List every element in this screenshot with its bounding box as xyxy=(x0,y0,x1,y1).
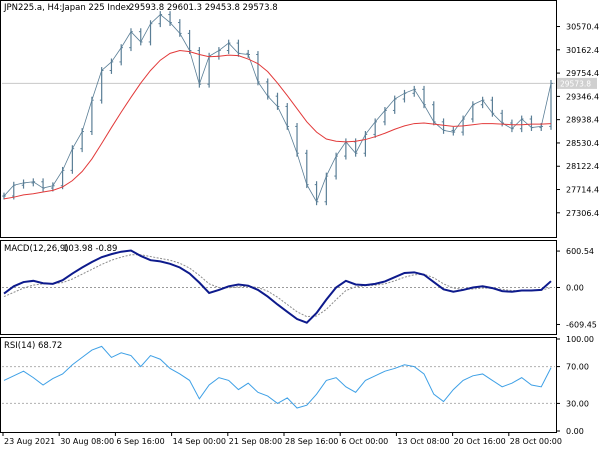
time-axis-label: 6 Sep 16:00 xyxy=(116,437,164,446)
macd-values: 103.98 -0.89 xyxy=(63,244,117,254)
price-axis-label: 29754.4 xyxy=(566,69,599,78)
time-axis-label: 20 Oct 16:00 xyxy=(454,437,506,446)
rsi-axis-label: 0.00 xyxy=(566,427,584,436)
price-axis-label: 28938.4 xyxy=(566,116,599,125)
rsi-axis-label: 30.00 xyxy=(566,399,589,408)
ohlc-values: 29593.8 29601.3 29453.8 29573.8 xyxy=(129,3,278,13)
time-axis-label: 6 Oct 00:00 xyxy=(341,437,388,446)
current-price-badge xyxy=(557,77,597,89)
time-axis: 23 Aug 2021 30 Aug 08:00 6 Sep 16:00 14 Sep… xyxy=(2,432,562,446)
price-axis-label: 28530.4 xyxy=(566,139,599,148)
symbol-description: Japan 225 Index xyxy=(61,3,131,13)
price-moving-average xyxy=(3,50,552,200)
rsi-axis: 100.00 70.00 30.00 0.00 xyxy=(556,335,594,436)
macd-header: MACD(12,26,9) 103.98 -0.89 xyxy=(4,244,117,254)
price-axis-label: 27714.4 xyxy=(566,186,599,195)
rsi-label: RSI(14) xyxy=(4,341,35,351)
price-axis-label: 30570.4 xyxy=(566,23,599,32)
time-axis-label: 13 Oct 08:00 xyxy=(397,437,449,446)
time-axis-label: 23 Aug 2021 xyxy=(4,437,55,446)
rsi-value: 68.72 xyxy=(38,341,62,351)
macd-main-line xyxy=(3,249,552,324)
current-price-label: 29573.8 xyxy=(560,79,591,88)
price-axis: 30570.4 30162.4 29754.4 29346.4 28938.4 28530… xyxy=(556,23,599,218)
time-axis-label: 28 Sep 16:00 xyxy=(285,437,338,446)
rsi-header: RSI(14) 68.72 xyxy=(4,341,62,351)
price-header: JPN225.a, H4: Japan 225 Index 29593.8 29… xyxy=(3,3,278,13)
time-axis-label: 14 Sep 00:00 xyxy=(173,437,226,446)
price-axis-label: 29346.4 xyxy=(566,92,599,101)
macd-label: MACD(12,26,9) xyxy=(4,244,69,254)
rsi-panel-frame xyxy=(0,337,557,433)
macd-axis-label: 0.00 xyxy=(566,284,584,293)
rsi-value-line xyxy=(3,345,552,409)
macd-lines xyxy=(3,249,552,324)
price-axis-label: 28122.4 xyxy=(566,162,599,171)
time-axis-label: 30 Aug 08:00 xyxy=(60,437,114,446)
time-axis-label: 28 Oct 00:00 xyxy=(510,437,562,446)
time-axis-label: 21 Sep 08:00 xyxy=(229,437,282,446)
rsi-line xyxy=(3,345,552,409)
macd-axis: 600.54 0.00 -609.45 xyxy=(556,247,597,329)
price-close-line xyxy=(3,14,552,203)
moving-average-line xyxy=(3,50,552,200)
macd-signal-line xyxy=(3,254,552,318)
symbol-label: JPN225.a, H4: xyxy=(3,3,62,13)
macd-axis-label: 600.54 xyxy=(566,247,594,256)
price-axis-label: 27306.4 xyxy=(566,209,599,218)
price-axis-label: 30162.4 xyxy=(566,46,599,55)
rsi-axis-label: 70.00 xyxy=(566,363,589,372)
macd-axis-label: -609.45 xyxy=(566,320,597,329)
rsi-axis-label: 100.00 xyxy=(566,335,594,344)
